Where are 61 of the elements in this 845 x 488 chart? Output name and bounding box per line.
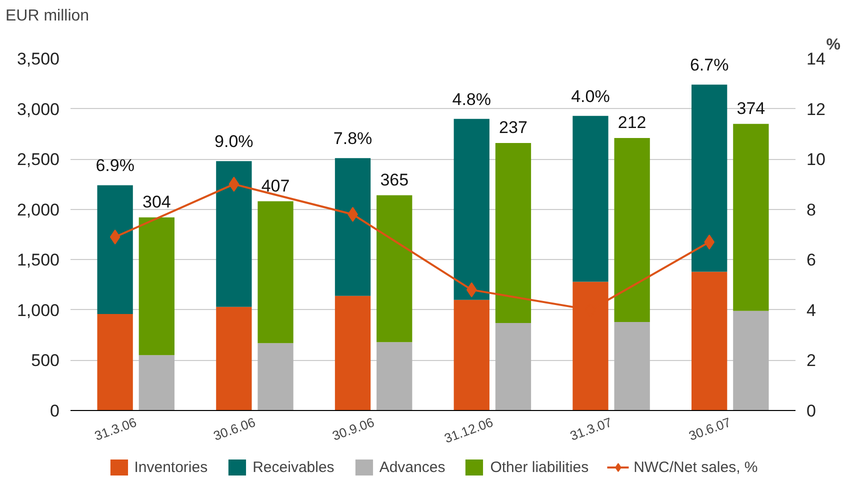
bar [692, 84, 728, 272]
annotation: 4.8% [452, 90, 492, 109]
annotation: 4.0% [571, 86, 610, 106]
legend-label: NWC/Net sales, % [634, 458, 758, 476]
y-tick-label: 0 [50, 402, 60, 420]
x-tick-label: 30.9.06 [330, 414, 376, 444]
bar [138, 355, 174, 410]
bar [495, 323, 532, 410]
bar [334, 158, 371, 296]
y-tick-label: 2,000 [16, 200, 60, 220]
y-tick-label: 3,500 [16, 50, 60, 68]
y2-tick-label: 2 [806, 351, 816, 370]
annotation: 237 [499, 118, 528, 137]
legend-label: Receivables [252, 458, 334, 476]
legend-label: Advances [379, 458, 446, 476]
annotation: 212 [618, 112, 646, 132]
bar [216, 306, 252, 410]
bar [733, 310, 769, 410]
bar [138, 217, 174, 356]
bar [258, 201, 294, 344]
y-tick-label: 500 [31, 351, 60, 370]
y2-tick-label: 8 [806, 200, 816, 220]
x-tick-label: 31.3.06 [92, 414, 138, 444]
bar [614, 322, 650, 410]
bar [334, 296, 371, 410]
y2-axis-title: % [826, 36, 841, 54]
bar [733, 124, 769, 311]
y-tick-label: 1,500 [16, 250, 60, 270]
y2-tick-label: 4 [806, 300, 816, 320]
y-tick-label: 2,500 [16, 150, 60, 170]
y2-tick-label: 6 [806, 250, 816, 270]
bar [495, 142, 532, 324]
bar [454, 118, 490, 300]
annotation: 365 [380, 170, 409, 190]
legend-label: Inventories [134, 458, 208, 476]
y2-tick-label: 14 [806, 50, 826, 68]
y-axis-title: EUR million [6, 8, 90, 24]
y2-tick-label: 12 [806, 100, 826, 119]
annotation: 6.7% [690, 56, 729, 75]
bar [97, 314, 133, 410]
bar [614, 138, 650, 322]
bar [572, 116, 608, 282]
y2-tick-label: 10 [806, 150, 826, 170]
annotation: 407 [261, 176, 290, 196]
y-tick-label: 3,000 [16, 100, 60, 119]
bar [376, 195, 412, 342]
annotation: 6.9% [96, 156, 134, 176]
bar [692, 272, 728, 410]
annotation: 7.8% [333, 129, 372, 148]
legend-label: Other liabilities [490, 458, 589, 476]
annotation: 9.0% [214, 132, 254, 152]
bar [97, 185, 133, 314]
annotation: 374 [736, 98, 766, 118]
bar [216, 161, 252, 307]
y2-tick-label: 0 [806, 402, 816, 420]
annotation: 304 [142, 192, 171, 212]
bar [376, 342, 412, 410]
bar [258, 343, 294, 410]
y-tick-label: 1,000 [16, 300, 60, 320]
x-tick-label: 30.6.06 [211, 414, 258, 444]
bar [454, 300, 490, 410]
